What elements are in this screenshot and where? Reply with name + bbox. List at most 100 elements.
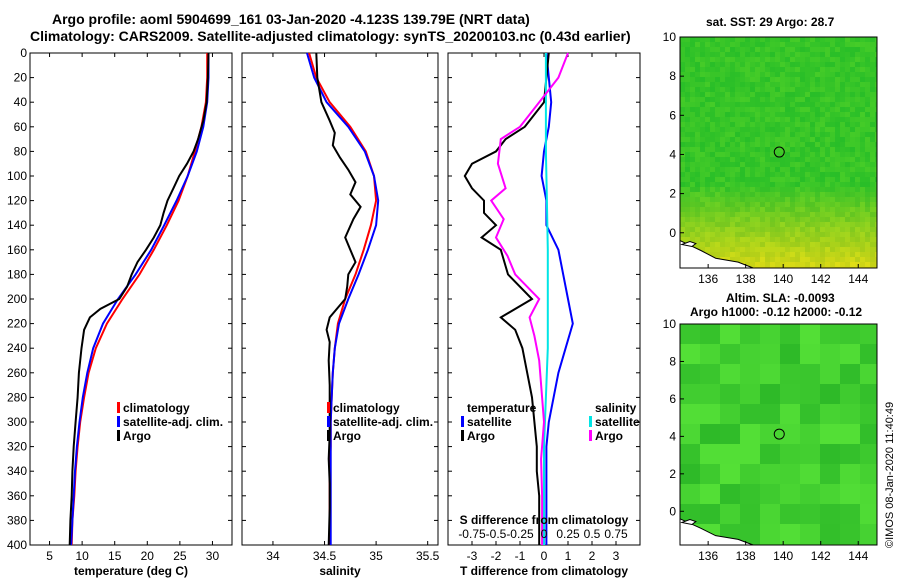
sst-map-cell	[790, 42, 795, 47]
sst-map-cell	[690, 207, 695, 212]
sst-map-cell	[805, 217, 810, 222]
sst-map-cell	[745, 197, 750, 202]
sst-map-cell	[860, 232, 865, 237]
sst-map-cell	[760, 182, 765, 187]
sst-map-cell	[685, 172, 690, 177]
sst-map-cell	[690, 222, 695, 227]
sst-map-cell	[870, 262, 875, 267]
sst-map-cell	[750, 82, 755, 87]
sst-map-cell	[775, 252, 780, 257]
sst-map-cell	[850, 137, 855, 142]
sst-map-cell	[850, 262, 855, 267]
sst-map-cell	[710, 157, 715, 162]
sst-map-cell	[695, 122, 700, 127]
sst-map-cell	[745, 242, 750, 247]
sst-map-cell	[845, 82, 850, 87]
sst-map-cell	[680, 197, 685, 202]
sst-map-cell	[745, 107, 750, 112]
sst-map-cell	[840, 157, 845, 162]
sst-map-cell	[780, 212, 785, 217]
sst-map-cell	[875, 62, 877, 67]
sst-map-cell	[870, 172, 875, 177]
sst-map-cell	[875, 102, 877, 107]
sst-map-cell	[695, 42, 700, 47]
sst-map-cell	[720, 207, 725, 212]
sst-map-cell	[870, 42, 875, 47]
sst-map-cell	[830, 262, 835, 267]
sst-map-cell	[810, 117, 815, 122]
sst-map-cell	[825, 77, 830, 82]
sst-map-cell	[780, 177, 785, 182]
sst-map-cell	[855, 202, 860, 207]
sla-map-cell	[860, 444, 877, 464]
sst-map-cell	[760, 257, 765, 262]
x-tick-label: 15	[108, 549, 122, 563]
sst-map-cell	[735, 77, 740, 82]
sst-map-cell	[800, 137, 805, 142]
sla-map-cell	[680, 384, 700, 404]
sst-map-cell	[865, 187, 870, 192]
sst-map-cell	[755, 222, 760, 227]
sst-map-cell	[730, 202, 735, 207]
sst-map-cell	[770, 257, 775, 262]
sst-map-cell	[860, 112, 865, 117]
sst-map-cell	[795, 147, 800, 152]
sst-map-cell	[870, 67, 875, 72]
sst-map-cell	[765, 257, 770, 262]
sst-map-cell	[750, 237, 755, 242]
sst-map-cell	[715, 167, 720, 172]
sst-map-cell	[680, 167, 685, 172]
sst-map-cell	[855, 92, 860, 97]
sst-map-cell	[760, 162, 765, 167]
sla-map-cell	[700, 324, 720, 344]
sst-map-cell	[860, 137, 865, 142]
sst-map-cell	[765, 247, 770, 252]
sst-map-cell	[780, 152, 785, 157]
sst-map-cell	[740, 187, 745, 192]
sst-map-cell	[730, 47, 735, 52]
sst-map-cell	[840, 72, 845, 77]
sst-map-cell	[775, 37, 780, 42]
sla-map-y-tick-label: 10	[663, 317, 677, 331]
sst-map-cell	[830, 192, 835, 197]
sst-map-cell	[810, 237, 815, 242]
sst-map-cell	[825, 262, 830, 267]
sst-map-cell	[795, 212, 800, 217]
sst-map-cell	[780, 67, 785, 72]
sst-map-cell	[765, 237, 770, 242]
sst-map-cell	[820, 37, 825, 42]
sst-map-cell	[850, 192, 855, 197]
sst-map-cell	[850, 207, 855, 212]
sst-map-cell	[850, 52, 855, 57]
sst-map-cell	[835, 132, 840, 137]
sst-map-y-tick-label: 10	[663, 30, 677, 44]
sst-map-cell	[785, 257, 790, 262]
sst-map-cell	[760, 172, 765, 177]
sst-map-cell	[765, 47, 770, 52]
sst-map-cell	[815, 117, 820, 122]
sst-map-cell	[725, 97, 730, 102]
sst-map-cell	[865, 82, 870, 87]
sst-map-cell	[860, 242, 865, 247]
sst-map-cell	[730, 102, 735, 107]
sst-map-cell	[755, 87, 760, 92]
sst-map-cell	[800, 217, 805, 222]
sst-map-cell	[770, 217, 775, 222]
sst-map-cell	[830, 207, 835, 212]
sst-map-cell	[835, 172, 840, 177]
sst-map-cell	[775, 57, 780, 62]
sst-map-cell	[700, 202, 705, 207]
sla-map-cell	[720, 484, 740, 504]
sst-map-cell	[820, 67, 825, 72]
sst-map-cell	[705, 152, 710, 157]
s-tick-label: 0.25	[556, 527, 580, 541]
sst-map-cell	[775, 162, 780, 167]
sst-map-cell	[860, 167, 865, 172]
sst-map-cell	[705, 97, 710, 102]
sst-map-cell	[840, 97, 845, 102]
sst-map-cell	[735, 122, 740, 127]
sst-map-cell	[790, 77, 795, 82]
sst-map-cell	[760, 62, 765, 67]
sst-map-cell	[705, 237, 710, 242]
